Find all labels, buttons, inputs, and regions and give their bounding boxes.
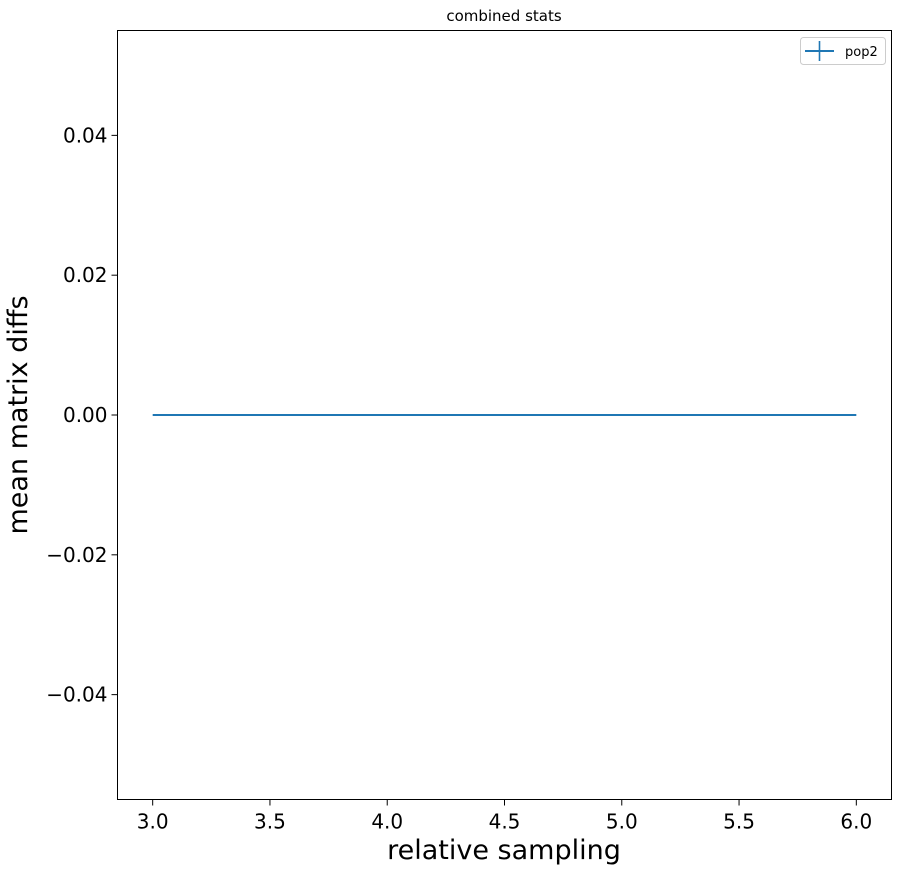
x-tick-label: 3.5 xyxy=(254,810,286,834)
plot-frame xyxy=(117,30,892,800)
legend: pop2 xyxy=(800,37,886,65)
legend-box xyxy=(800,37,886,65)
x-axis-label: relative sampling xyxy=(387,835,621,866)
y-tick-label: −0.02 xyxy=(46,543,107,567)
x-tick-label: 5.0 xyxy=(606,810,638,834)
x-axis-ticks: 3.0 3.5 4.0 4.5 5.0 5.5 6.0 xyxy=(137,799,872,834)
x-tick-label: 6.0 xyxy=(840,810,872,834)
x-tick-label: 5.5 xyxy=(723,810,755,834)
y-axis-label: mean matrix diffs xyxy=(3,295,34,534)
chart-title: combined stats xyxy=(446,7,562,25)
y-tick-label: 0.00 xyxy=(63,403,108,427)
x-tick-label: 3.0 xyxy=(137,810,169,834)
y-tick-label: 0.04 xyxy=(63,123,108,147)
y-tick-label: 0.02 xyxy=(63,263,108,287)
y-axis-ticks: 0.04 0.02 0.00 −0.02 −0.04 xyxy=(46,123,118,707)
y-tick-label: −0.04 xyxy=(46,683,107,707)
x-tick-label: 4.5 xyxy=(489,810,521,834)
x-tick-label: 4.0 xyxy=(371,810,403,834)
legend-label-pop2: pop2 xyxy=(845,45,878,60)
